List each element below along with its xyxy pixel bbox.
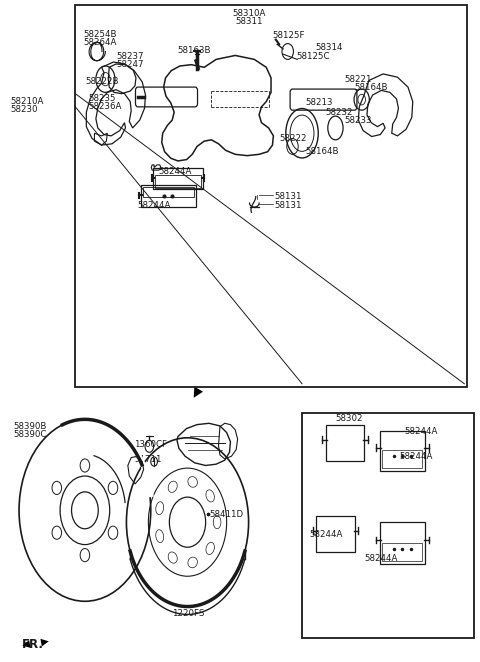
Text: 58164B: 58164B: [306, 147, 339, 156]
Text: 58125C: 58125C: [296, 52, 330, 62]
Text: 58236A: 58236A: [88, 103, 121, 111]
Text: 58244A: 58244A: [309, 530, 343, 539]
Text: 58244A: 58244A: [137, 201, 171, 211]
Text: 58302: 58302: [336, 414, 363, 422]
Text: 58244A: 58244A: [405, 427, 438, 436]
Bar: [302, 413, 474, 638]
Text: 58235: 58235: [88, 95, 116, 103]
Text: 58164B: 58164B: [355, 83, 388, 91]
Text: 58247: 58247: [116, 60, 144, 69]
Text: 58244A: 58244A: [364, 554, 397, 563]
Text: 58244A: 58244A: [400, 451, 433, 461]
Text: 58264A: 58264A: [84, 38, 117, 47]
Text: 58125F: 58125F: [273, 31, 305, 40]
Text: 58232: 58232: [325, 108, 352, 117]
Text: 58222: 58222: [279, 134, 307, 143]
Text: 58131: 58131: [275, 201, 302, 211]
Text: 58254B: 58254B: [84, 30, 117, 39]
Text: 58310A: 58310A: [233, 9, 266, 18]
Text: 58311: 58311: [236, 17, 264, 26]
Text: 51711: 51711: [134, 455, 162, 464]
Text: 58390C: 58390C: [13, 430, 47, 439]
Text: 58222B: 58222B: [85, 77, 119, 86]
Text: 1360CF: 1360CF: [134, 440, 167, 449]
Text: 58213: 58213: [306, 99, 333, 107]
Text: 58237: 58237: [116, 52, 144, 62]
Text: 58411D: 58411D: [209, 510, 243, 519]
Text: 58230: 58230: [10, 105, 37, 114]
Text: 58390B: 58390B: [13, 422, 47, 431]
Text: 58210A: 58210A: [10, 97, 43, 106]
Text: 58131: 58131: [275, 192, 302, 201]
Bar: [75, 5, 467, 387]
Text: 58221: 58221: [344, 75, 372, 83]
Text: 58314: 58314: [315, 43, 343, 52]
Text: 58163B: 58163B: [177, 46, 211, 55]
Text: 1220FS: 1220FS: [172, 608, 204, 618]
Text: 58244A: 58244A: [159, 167, 192, 176]
Text: 58233: 58233: [344, 116, 372, 124]
Text: FR.: FR.: [22, 638, 43, 651]
